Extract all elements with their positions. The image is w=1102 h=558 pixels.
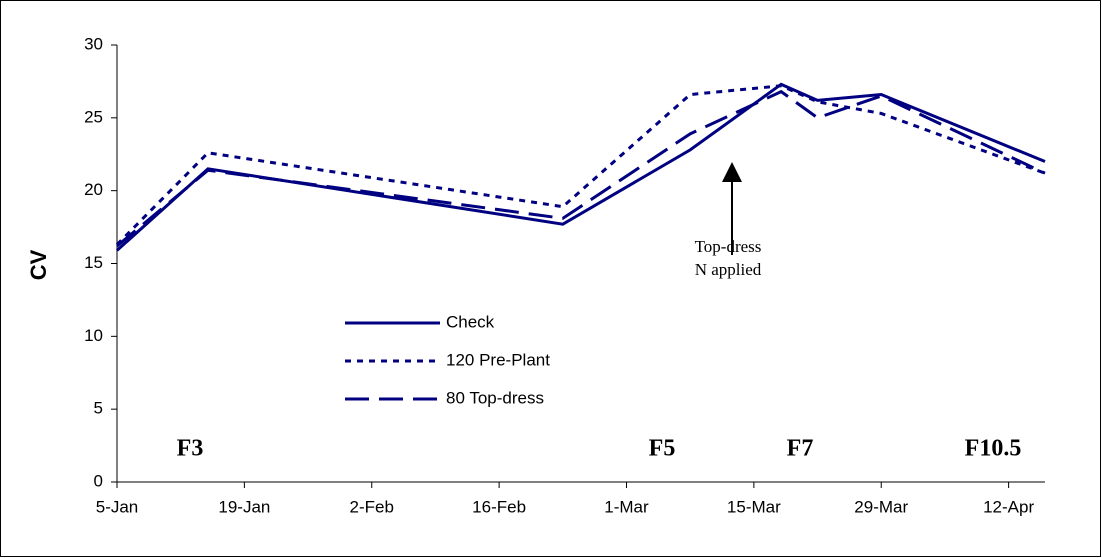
series-line [115, 84, 1046, 246]
legend-label: Check [446, 312, 495, 331]
y-tick-label: 0 [94, 471, 103, 490]
series-line [116, 89, 1046, 248]
x-tick-label: 2-Feb [350, 497, 394, 516]
stage-label: F10.5 [965, 436, 1022, 462]
y-tick-label: 5 [94, 399, 103, 418]
annotation-text: N applied [695, 260, 762, 279]
annotation-text: Top-dress [695, 237, 762, 256]
stage-label: F3 [177, 436, 204, 462]
legend-label: 120 Pre-Plant [446, 350, 550, 369]
x-tick-label: 29-Mar [854, 497, 908, 516]
x-tick-label: 1-Mar [604, 497, 649, 516]
y-tick-label: 25 [84, 107, 103, 126]
legend-label: 80 Top-dress [446, 388, 544, 407]
y-tick-label: 15 [84, 253, 103, 272]
y-tick-label: 10 [84, 326, 103, 345]
x-tick-label: 5-Jan [96, 497, 139, 516]
x-tick-label: 19-Jan [218, 497, 270, 516]
stage-label: F5 [649, 436, 676, 462]
stage-label: F7 [787, 436, 814, 462]
y-axis-label: CV [26, 249, 51, 280]
y-tick-label: 20 [84, 180, 103, 199]
y-tick-label: 30 [84, 34, 103, 53]
annotation-arrowhead [722, 162, 742, 182]
x-tick-label: 15-Mar [727, 497, 781, 516]
x-tick-label: 16-Feb [472, 497, 526, 516]
x-tick-label: 12-Apr [983, 497, 1034, 516]
